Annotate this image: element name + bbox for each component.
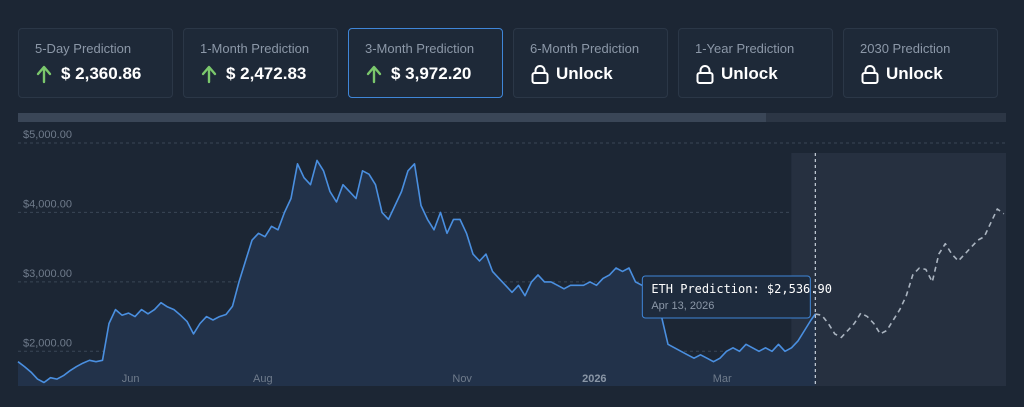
prediction-card-3-month[interactable]: 3-Month Prediction $ 3,972.20 <box>348 28 503 98</box>
tooltip-box <box>641 275 811 319</box>
arrow-up-icon <box>35 64 57 84</box>
card-value-row: Unlock <box>530 64 667 84</box>
price-chart[interactable]: $5,000.00 $4,000.00 $3,000.00 $2,000.00 Jun… <box>0 125 1024 407</box>
card-value-row: $ 2,472.83 <box>200 64 337 84</box>
card-value: $ 2,472.83 <box>226 64 307 83</box>
tooltip: ETH Prediction: $2,536.90 Apr 13, 2026 <box>641 275 832 319</box>
card-value-row: Unlock <box>860 64 997 84</box>
y-tick-label: $4,000.00 <box>23 198 72 210</box>
y-axis: $5,000.00 $4,000.00 $3,000.00 $2,000.00 <box>23 129 72 349</box>
y-tick-label: $5,000.00 <box>23 129 72 141</box>
x-tick-label: Nov <box>452 373 472 385</box>
chart-range-scrollbar[interactable] <box>18 113 1006 122</box>
card-value-row: $ 2,360.86 <box>35 64 172 84</box>
x-tick-label: Aug <box>253 373 273 385</box>
card-label: 1-Year Prediction <box>695 41 795 56</box>
tooltip-date: Apr 13, 2026 <box>651 300 714 312</box>
card-value-row: Unlock <box>695 64 832 84</box>
prediction-card-1-month[interactable]: 1-Month Prediction $ 2,472.83 <box>183 28 338 98</box>
prediction-card-5-day[interactable]: 5-Day Prediction $ 2,360.86 <box>18 28 173 98</box>
unlock-link[interactable]: Unlock <box>721 64 778 83</box>
y-tick-label: $2,000.00 <box>23 337 72 349</box>
arrow-up-icon <box>200 64 222 84</box>
history-area <box>18 160 816 386</box>
card-label: 5-Day Prediction <box>35 41 132 56</box>
card-label: 3-Month Prediction <box>365 41 475 56</box>
card-value: $ 3,972.20 <box>391 64 472 83</box>
lock-icon <box>530 64 552 84</box>
prediction-cards: 5-Day Prediction $ 2,360.86 1-Month Pred… <box>18 28 998 98</box>
forecast-region <box>791 153 1006 386</box>
card-value-row: $ 3,972.20 <box>365 64 502 84</box>
y-tick-label: $3,000.00 <box>23 268 72 280</box>
lock-icon <box>860 64 882 84</box>
unlock-link[interactable]: Unlock <box>886 64 943 83</box>
x-tick-label: 2026 <box>582 373 606 385</box>
x-axis: Jun Aug Nov 2026 Mar <box>122 373 732 385</box>
card-value: $ 2,360.86 <box>61 64 142 83</box>
arrow-up-icon <box>365 64 387 84</box>
tooltip-title: ETH Prediction: $2,536.90 <box>651 282 832 296</box>
x-tick-label: Jun <box>122 373 140 385</box>
forecast-line <box>815 208 1005 339</box>
scrollbar-thumb[interactable] <box>18 113 766 122</box>
card-label: 1-Month Prediction <box>200 41 310 56</box>
x-tick-label: Mar <box>713 373 732 385</box>
prediction-card-1-year[interactable]: 1-Year Prediction Unlock <box>678 28 833 98</box>
history-line <box>17 159 816 384</box>
card-label: 6-Month Prediction <box>530 41 640 56</box>
unlock-link[interactable]: Unlock <box>556 64 613 83</box>
card-label: 2030 Prediction <box>860 41 951 56</box>
lock-icon <box>695 64 717 84</box>
prediction-card-6-month[interactable]: 6-Month Prediction Unlock <box>513 28 668 98</box>
prediction-card-2030[interactable]: 2030 Prediction Unlock <box>843 28 998 98</box>
